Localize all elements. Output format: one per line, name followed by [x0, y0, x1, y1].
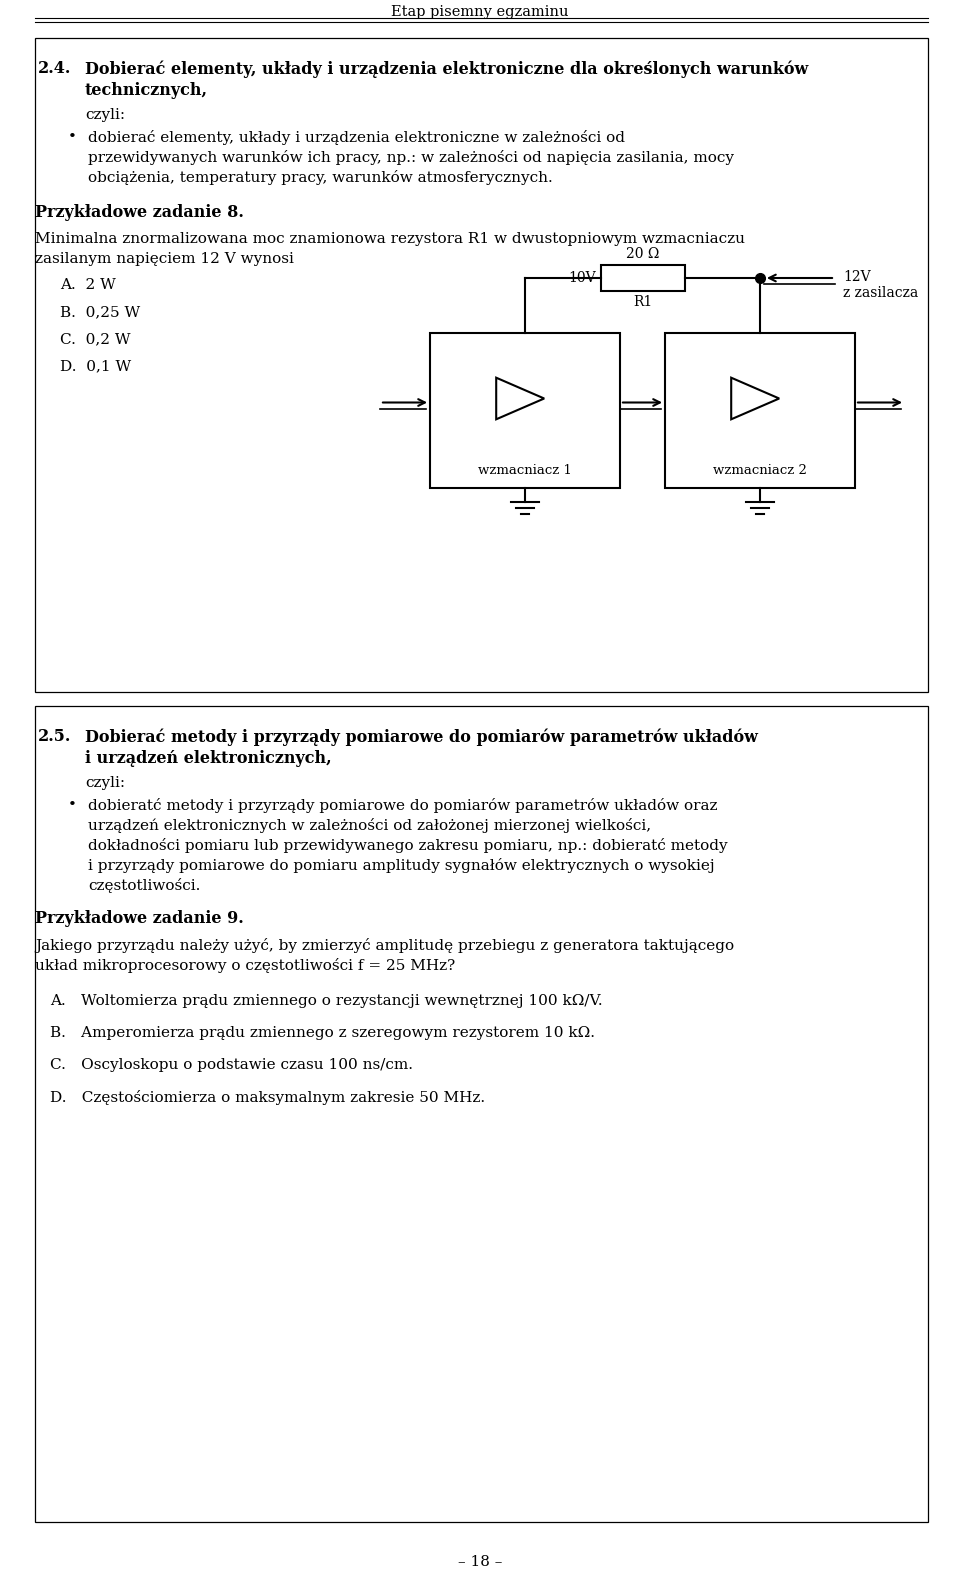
Text: wzmacniacz 2: wzmacniacz 2	[713, 464, 807, 476]
Text: D.  0,1 W: D. 0,1 W	[60, 359, 132, 374]
Text: A. Woltomierza prądu zmiennego o rezystancji wewnętrznej 100 kΩ/V.: A. Woltomierza prądu zmiennego o rezysta…	[50, 994, 603, 1008]
Text: – 18 –: – 18 –	[458, 1555, 502, 1569]
Polygon shape	[732, 378, 780, 419]
Text: B. Amperomierza prądu zmiennego z szeregowym rezystorem 10 kΩ.: B. Amperomierza prądu zmiennego z szereg…	[50, 1026, 595, 1040]
Text: Minimalna znormalizowana moc znamionowa rezystora R1 w dwustopniowym wzmacniaczu: Minimalna znormalizowana moc znamionowa …	[35, 233, 745, 245]
Bar	[601, 264, 684, 291]
Text: Dobierać metody i przyrządy pomiarowe do pomiarów parametrów układów: Dobierać metody i przyrządy pomiarowe do…	[85, 728, 757, 746]
Text: układ mikroprocesorowy o częstotliwości f = 25 MHz?: układ mikroprocesorowy o częstotliwości …	[35, 958, 455, 974]
Text: 10V: 10V	[568, 271, 595, 285]
Text: dobieratć metody i przyrządy pomiarowe do pomiarów parametrów układów oraz: dobieratć metody i przyrządy pomiarowe d…	[88, 798, 717, 814]
Text: dobierać elementy, układy i urządzenia elektroniczne w zależności od: dobierać elementy, układy i urządzenia e…	[88, 130, 625, 146]
Text: czyli:: czyli:	[85, 776, 125, 790]
Text: wzmacniacz 1: wzmacniacz 1	[478, 464, 572, 476]
Bar	[665, 332, 855, 488]
Text: dokładności pomiaru lub przewidywanego zakresu pomiaru, np.: dobieratć metody: dokładności pomiaru lub przewidywanego z…	[88, 837, 728, 853]
Text: czyli:: czyli:	[85, 108, 125, 122]
Text: 12V: 12V	[843, 271, 871, 283]
Text: •: •	[68, 798, 77, 812]
Text: Przykładowe zadanie 9.: Przykładowe zadanie 9.	[35, 910, 244, 928]
Text: z zasilacza: z zasilacza	[843, 287, 919, 301]
Polygon shape	[496, 378, 544, 419]
Text: częstotliwości.: częstotliwości.	[88, 879, 201, 893]
Bar	[430, 332, 620, 488]
Text: 2.4.: 2.4.	[38, 60, 71, 78]
Text: zasilanym napięciem 12 V wynosi: zasilanym napięciem 12 V wynosi	[35, 252, 294, 266]
Text: 2.5.: 2.5.	[38, 728, 71, 746]
Text: technicznych,: technicznych,	[85, 82, 208, 100]
Text: C. Oscyloskopu o podstawie czasu 100 ns/cm.: C. Oscyloskopu o podstawie czasu 100 ns/…	[50, 1057, 413, 1072]
Text: B.  0,25 W: B. 0,25 W	[60, 306, 140, 320]
Bar	[35, 38, 928, 692]
Text: i urządzeń elektronicznych,: i urządzeń elektronicznych,	[85, 750, 331, 768]
Text: C.  0,2 W: C. 0,2 W	[60, 332, 131, 347]
Text: przewidywanych warunków ich pracy, np.: w zależności od napięcia zasilania, mocy: przewidywanych warunków ich pracy, np.: …	[88, 150, 734, 165]
Text: •: •	[68, 130, 77, 144]
Text: R1: R1	[633, 294, 652, 309]
Text: Jakiego przyrządu należy użyć, by zmierzyć amplitudę przebiegu z generatora takt: Jakiego przyrządu należy użyć, by zmierz…	[35, 939, 734, 953]
Text: A.  2 W: A. 2 W	[60, 279, 116, 291]
Text: obciążenia, temperatury pracy, warunków atmosferycznych.: obciążenia, temperatury pracy, warunków …	[88, 169, 553, 185]
Text: Dobierać elementy, układy i urządzenia elektroniczne dla określonych warunków: Dobierać elementy, układy i urządzenia e…	[85, 60, 808, 78]
Text: D. Częstościomierza o maksymalnym zakresie 50 MHz.: D. Częstościomierza o maksymalnym zakres…	[50, 1091, 485, 1105]
Text: Przykładowe zadanie 8.: Przykładowe zadanie 8.	[35, 204, 244, 222]
Bar	[35, 706, 928, 1521]
Text: i przyrządy pomiarowe do pomiaru amplitudy sygnałów elektrycznych o wysokiej: i przyrządy pomiarowe do pomiaru amplitu…	[88, 858, 714, 872]
Text: urządzeń elektronicznych w zależności od założonej mierzonej wielkości,: urządzeń elektronicznych w zależności od…	[88, 818, 651, 833]
Text: Etap pisemny egzaminu: Etap pisemny egzaminu	[392, 5, 568, 19]
Text: 20 Ω: 20 Ω	[626, 247, 660, 261]
